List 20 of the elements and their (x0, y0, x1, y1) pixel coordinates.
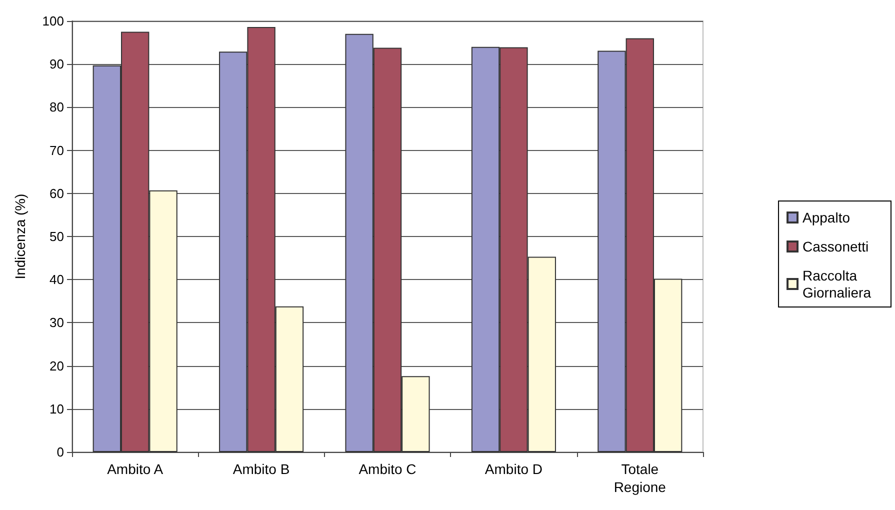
y-tick-label: 100 (42, 14, 64, 28)
y-tick-label: 30 (50, 315, 64, 330)
legend-label: Appalto (802, 210, 850, 226)
legend-label: Cassonetti (802, 238, 869, 254)
legend-label: Raccolta Giornaliera (802, 268, 872, 300)
x-tick-label: Totale Regione (614, 461, 666, 495)
x-tick-label: Ambito D (484, 461, 542, 477)
y-axis-title: Indicenza (%) (12, 194, 28, 280)
y-tick-label: 10 (50, 401, 64, 416)
y-tick-label: 0 (56, 444, 64, 460)
y-tick-label: 80 (50, 100, 64, 115)
y-tick-label: 70 (50, 142, 64, 158)
x-tick-label: Ambito C (358, 461, 416, 477)
x-tick-label: Ambito A (107, 461, 164, 477)
y-tick-label: 50 (50, 229, 64, 244)
x-tick-label: Ambito B (232, 461, 290, 477)
y-tick-label: 90 (50, 56, 64, 72)
y-tick-label: 40 (50, 272, 64, 288)
y-tick-label: 20 (50, 358, 64, 374)
y-tick-label: 60 (50, 186, 64, 201)
